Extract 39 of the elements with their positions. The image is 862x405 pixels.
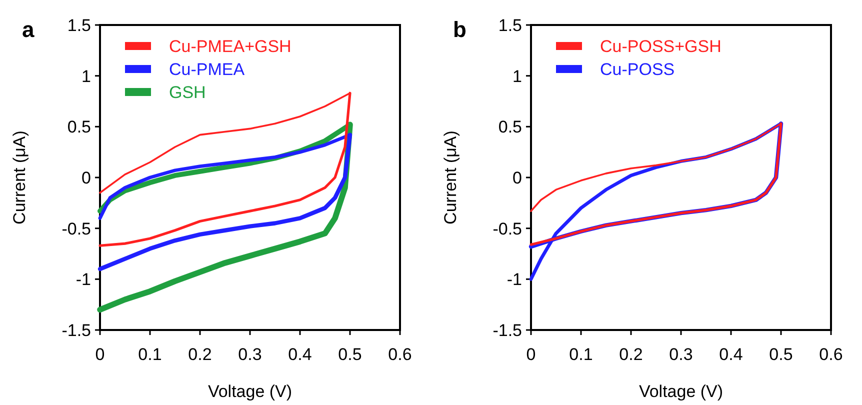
x-tick-label: 0.1 <box>138 345 162 364</box>
y-tick-label: 0 <box>512 168 522 188</box>
y-tick-label: 1.5 <box>67 16 91 35</box>
legend-label: Cu-PMEA <box>169 60 246 79</box>
y-tick-label: -1.5 <box>62 321 91 340</box>
text: a <box>22 17 35 42</box>
x-tick-label: 0.3 <box>238 345 262 364</box>
y-tick-label: 0.5 <box>498 118 522 137</box>
x-tick-label: 0.6 <box>819 345 843 364</box>
legend-label: Cu-POSS+GSH <box>600 37 722 56</box>
x-tick-label: 0 <box>95 345 105 364</box>
y-tick-label: 1 <box>512 66 522 86</box>
x-tick-label: 0 <box>526 345 536 364</box>
x-axis-title: Voltage (V) <box>208 382 292 401</box>
y-tick-label: -1 <box>506 270 522 290</box>
x-tick-label: 0.4 <box>719 345 743 364</box>
legend-label: Cu-PMEA+GSH <box>169 37 292 56</box>
x-tick-label: 0.5 <box>769 345 793 364</box>
x-tick-label: 0.2 <box>619 345 643 364</box>
x-tick-label: 0.4 <box>288 345 312 364</box>
legend-label: GSH <box>169 83 206 102</box>
x-tick-label: 0.3 <box>669 345 693 364</box>
y-tick-label: 0 <box>82 168 91 188</box>
y-tick-label: -1 <box>76 270 91 290</box>
y-tick-label: 1.5 <box>498 16 522 35</box>
text: b <box>453 17 466 42</box>
y-axis-title: Current (μA) <box>10 130 29 224</box>
y-axis-title: Current (μA) <box>441 130 460 224</box>
y-tick-label: 0.5 <box>67 118 91 137</box>
y-tick-label: -0.5 <box>492 219 522 238</box>
y-tick-label: -1.5 <box>492 321 522 340</box>
x-tick-label: 0.5 <box>338 345 362 364</box>
y-tick-label: -0.5 <box>62 219 91 238</box>
y-tick-label: 1 <box>82 66 91 86</box>
x-tick-label: 0.1 <box>569 345 593 364</box>
legend-label: Cu-POSS <box>600 60 675 79</box>
x-axis-title: Voltage (V) <box>638 382 724 401</box>
x-tick-label: 0.6 <box>388 345 412 364</box>
x-tick-label: 0.2 <box>188 345 212 364</box>
